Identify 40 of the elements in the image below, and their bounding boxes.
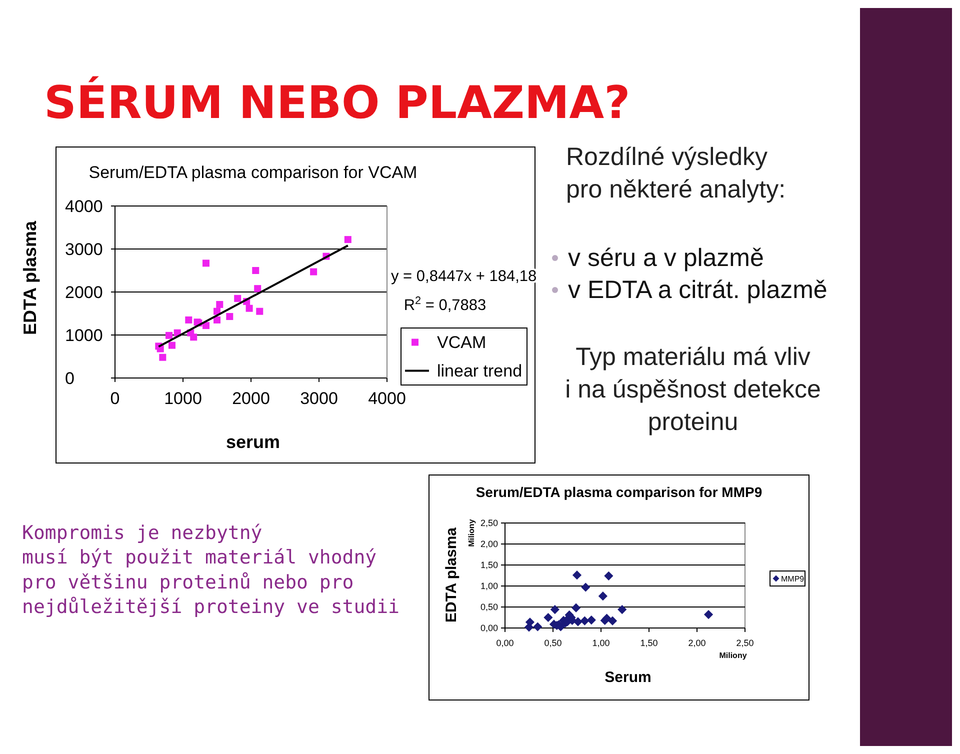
x-tick-label: 0,00 [496,638,514,648]
x-tick-label: 0 [110,389,120,408]
x-tick-label: 1,50 [640,638,658,648]
y-axis-title: EDTA plasma [20,220,40,336]
text: v EDTA a citrát. plazmě [568,276,828,304]
y-tick-label: 2,50 [480,518,498,528]
text: Typ materiálu má vliv i na úspěšnost detekce proteinu [565,343,821,436]
legend-label: linear trend [437,362,522,381]
legend-label: MMP9 [781,574,805,584]
x-tick-label: 1000 [164,389,202,408]
y-tick-label: 1000 [65,326,103,345]
text: Kompromis je nezbytný musí být použit materiál vhodný pro většinu proteinů nebo pro nejdůležitější proteiny ve studii [22,522,400,618]
y-tick-label: 0 [65,368,74,388]
y-tick-label: 0,50 [480,602,498,612]
chart-title: Serum/EDTA plasma comparison for VCAM [88,163,418,182]
text: v séru a v plazmě [568,244,764,272]
y-tick-label: 3000 [65,240,103,259]
chart-title: Serum/EDTA plasma comparison for MMP9 [476,484,762,500]
x-tick-label: 1,00 [592,638,610,648]
x-tick-label: 2,50 [736,638,754,648]
text: R$^{2}$ = 0,7883 [404,295,486,314]
text: Miliony [467,518,476,547]
text: Rozdílné výsledky pro některé analyty: [566,143,786,204]
text: Miliony [719,651,748,660]
y-axis-title: EDTA plasma [443,526,460,623]
y-tick-label: 2000 [65,282,103,302]
x-tick-label: 4000 [368,389,406,408]
y-tick-label: 0,00 [480,623,498,634]
x-tick-label: 2000 [232,389,270,408]
x-axis-title: Serum [604,669,652,686]
y-tick-label: 1,00 [480,581,498,592]
x-tick-label: 0,50 [544,638,562,648]
y-tick-label: 1,50 [480,560,498,570]
legend-label: VCAM [437,333,486,352]
x-axis-title: serum [226,432,280,452]
x-tick-label: 3000 [300,389,338,408]
x-tick-label: 2,00 [688,638,706,648]
y-tick-label: 4000 [65,196,103,216]
y-tick-label: 2,00 [480,539,498,550]
text: SÉRUM NEBO PLAZMA? [44,76,630,129]
